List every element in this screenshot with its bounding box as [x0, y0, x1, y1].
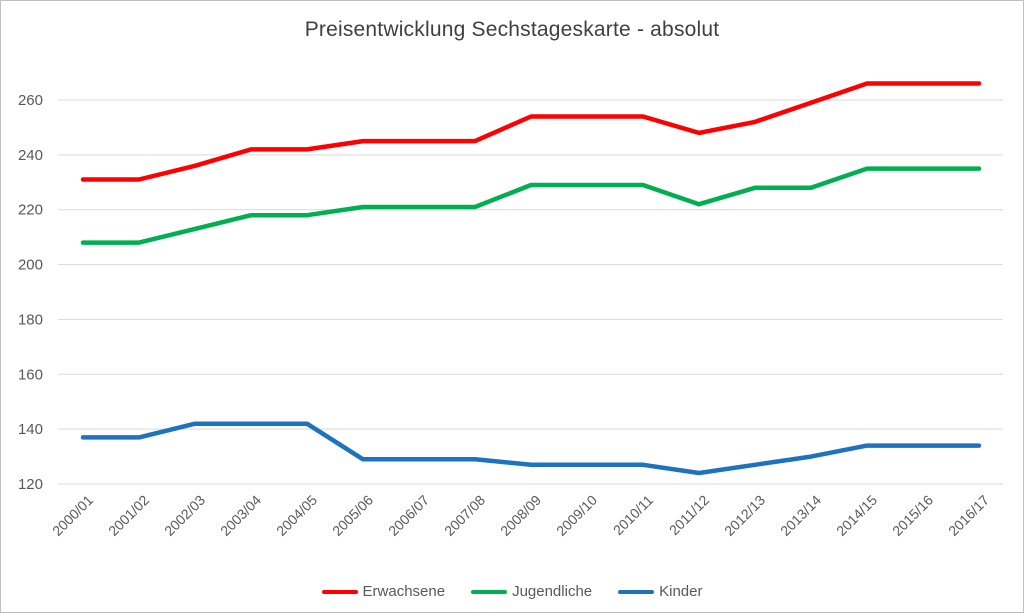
x-axis-label: 2012/13 [721, 492, 768, 539]
y-axis-label: 220 [18, 202, 43, 219]
x-axis-label: 2001/02 [105, 492, 152, 539]
legend-label: Kinder [659, 583, 703, 600]
legend-line-marker [321, 589, 358, 594]
series-line-kinder [80, 421, 982, 476]
y-axis-label: 240 [18, 147, 43, 164]
x-axis-label: 2006/07 [385, 492, 432, 539]
legend-line-marker [471, 589, 508, 594]
x-axis-label: 2002/03 [161, 492, 208, 539]
legend-label: Erwachsene [362, 583, 446, 600]
chart-legend: Erwachsene Jugendliche Kinder [1, 583, 1023, 600]
x-axis-label: 2013/14 [777, 492, 824, 539]
chart-title: Preisentwicklung Sechstageskarte - absol… [304, 18, 720, 41]
x-axis-label: 2004/05 [273, 492, 320, 539]
y-axis-label: 200 [18, 257, 43, 274]
x-axis-label: 2016/17 [945, 492, 992, 539]
x-axis-label: 2003/04 [217, 492, 264, 539]
x-axis-label: 2005/06 [329, 492, 376, 539]
x-axis-label: 2000/01 [49, 492, 96, 539]
y-axis-label: 160 [18, 366, 43, 383]
x-axis-label: 2009/10 [553, 492, 600, 539]
x-axis-label: 2010/11 [610, 492, 657, 539]
x-axis-label: 2007/08 [441, 492, 488, 539]
y-axis-label: 180 [18, 311, 43, 328]
x-axis-label: 2015/16 [889, 492, 936, 539]
series-line-jugendliche [80, 166, 982, 245]
legend-item-erwachsene: Erwachsene [321, 583, 446, 600]
x-axis-label: 2011/12 [666, 492, 713, 539]
legend-item-jugendliche: Jugendliche [471, 583, 592, 600]
legend-line-marker [618, 589, 655, 594]
y-axis-label: 260 [18, 92, 43, 109]
series-line-erwachsene [80, 81, 982, 182]
x-axis-label: 2014/15 [833, 492, 880, 539]
legend-label: Jugendliche [512, 583, 593, 600]
y-axis-label: 120 [18, 476, 43, 493]
legend-item-kinder: Kinder [618, 583, 702, 600]
y-axis-label: 140 [18, 421, 43, 438]
x-axis-label: 2008/09 [497, 492, 544, 539]
